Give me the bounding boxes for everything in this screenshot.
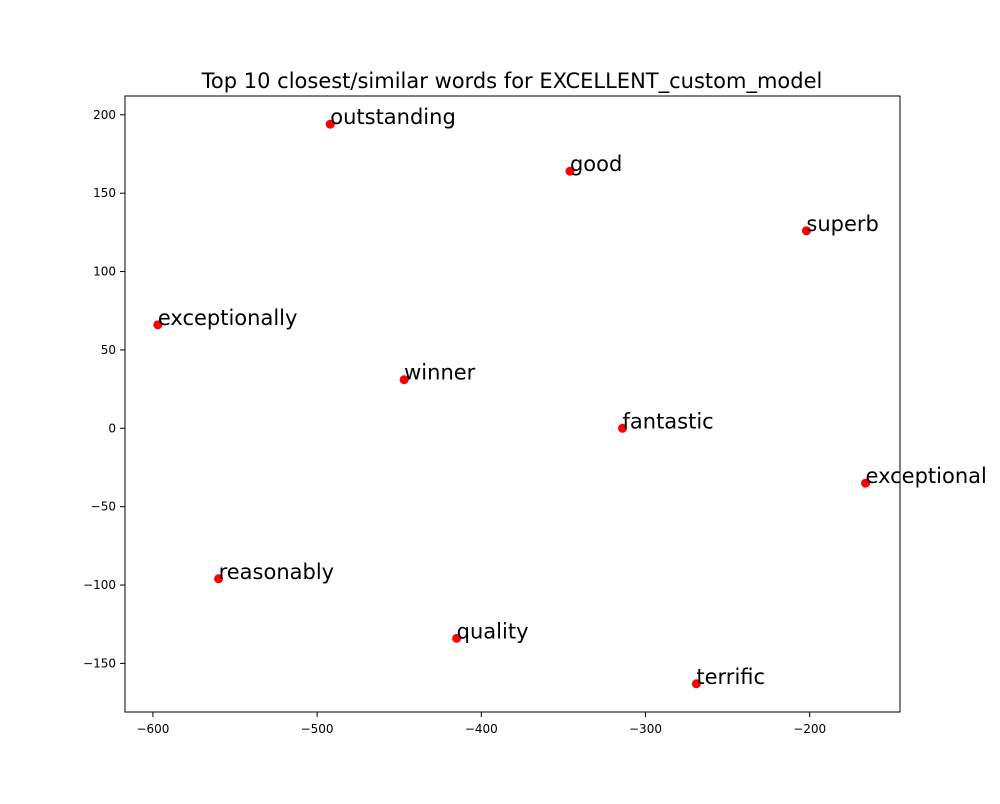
data-point (153, 320, 163, 330)
data-point (618, 423, 628, 433)
x-tick-label: −600 (136, 722, 169, 736)
y-tick-label: 100 (93, 265, 116, 279)
chart-title: Top 10 closest/similar words for EXCELLE… (201, 69, 823, 94)
data-points (153, 119, 871, 689)
data-point (801, 226, 811, 236)
point-labels: outstanding good superb exceptionally winner… (158, 105, 987, 689)
point-label: superb (806, 212, 878, 236)
data-point (325, 119, 335, 129)
y-tick-label: 200 (93, 108, 116, 122)
point-label: quality (457, 619, 529, 643)
y-tick-label: 0 (108, 421, 116, 435)
y-axis-ticks: −150 −100 −50 0 50 100 150 200 (83, 108, 125, 670)
point-label: fantastic (623, 409, 714, 433)
y-tick-label: −150 (83, 656, 116, 670)
data-point (565, 166, 575, 176)
y-tick-label: −100 (83, 578, 116, 592)
y-tick-label: 150 (93, 186, 116, 200)
point-label: reasonably (219, 560, 335, 584)
x-axis-ticks: −600 −500 −400 −300 −200 (136, 712, 826, 736)
plot-area-frame (124, 95, 901, 713)
point-label: terrific (696, 665, 765, 689)
x-tick-label: −400 (465, 722, 498, 736)
point-label: good (570, 152, 622, 176)
data-point (691, 679, 701, 689)
x-tick-label: −500 (301, 722, 334, 736)
x-tick-label: −300 (629, 722, 662, 736)
point-label: winner (404, 361, 476, 385)
data-point (861, 478, 871, 488)
point-label: exceptionally (158, 306, 298, 330)
y-tick-label: −50 (91, 500, 116, 514)
data-point (399, 375, 409, 385)
data-point (214, 574, 224, 584)
point-label: exceptional (866, 464, 987, 488)
data-point (452, 633, 462, 643)
y-tick-label: 50 (101, 343, 116, 357)
x-tick-label: −200 (793, 722, 826, 736)
point-label: outstanding (330, 105, 456, 129)
